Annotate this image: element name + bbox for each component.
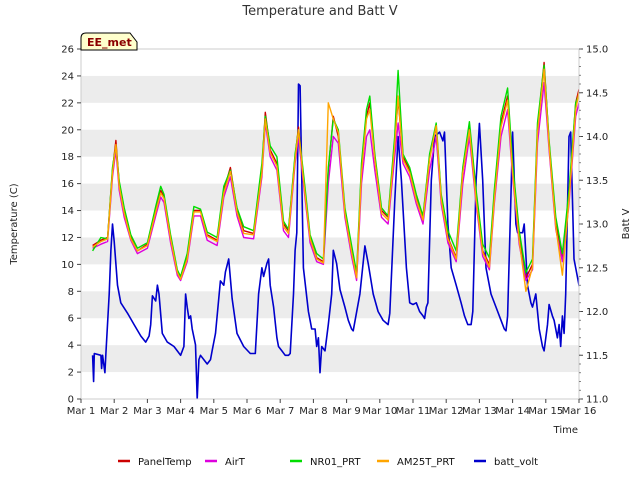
x-tick-label: Mar 6: [233, 406, 261, 417]
x-tick-label: Mar 7: [266, 406, 294, 417]
y-tick-label-left: 12: [61, 233, 74, 244]
x-axis-label: Time: [553, 425, 578, 436]
y-tick-label-right: 14.5: [586, 88, 608, 99]
x-axis: Mar 1 Mar 2 Mar 3 Mar 4 Mar 5 Mar 6 Mar 7 Mar 8…: [67, 399, 597, 417]
y-tick-label-left: 8: [68, 287, 74, 298]
y-tick-label-right: 15.0: [586, 45, 608, 56]
legend-label: AirT: [225, 457, 246, 468]
y-tick-label-left: 4: [68, 341, 74, 352]
x-tick-label: Mar 8: [299, 406, 327, 417]
y-tick-label-right: 14.0: [586, 132, 608, 143]
x-tick-label: Mar 1: [67, 406, 95, 417]
y-tick-label-left: 24: [61, 71, 74, 82]
grid-band: [81, 75, 579, 103]
x-tick-label: Mar 2: [100, 406, 128, 417]
y-tick-label-right: 11.5: [586, 351, 608, 362]
x-tick-label: Mar 16: [562, 406, 597, 417]
x-tick-label: Mar 5: [200, 406, 228, 417]
y-tick-label-left: 2: [68, 368, 74, 379]
station-tag-label: EE_met: [87, 36, 132, 49]
y-axis-label-left: Temperature (C): [9, 183, 20, 265]
series-line-am25t_prt: [92, 68, 579, 292]
x-tick-label: Mar 14: [495, 406, 530, 417]
x-tick-label: Mar 11: [396, 406, 431, 417]
y-tick-label-left: 20: [61, 125, 74, 136]
right-axis: 11.0 11.5 12.0 12.5 13.0 13.5 14.0 14.5 15.0: [579, 45, 608, 406]
legend-label: AM25T_PRT: [397, 457, 456, 468]
legend-label: PanelTemp: [138, 457, 192, 468]
y-tick-label-left: 26: [61, 45, 74, 56]
legend-label: NR01_PRT: [310, 457, 361, 468]
y-tick-label-right: 13.0: [586, 220, 608, 231]
x-tick-label: Mar 10: [362, 406, 397, 417]
x-tick-label: Mar 3: [133, 406, 161, 417]
chart-title: Temperature and Batt V: [241, 4, 397, 19]
x-tick-label: Mar 4: [166, 406, 194, 417]
series-line-batt_volt: [91, 83, 579, 399]
x-tick-label: Mar 15: [528, 406, 563, 417]
y-tick-label-right: 11.0: [586, 395, 608, 406]
grid-band: [81, 345, 579, 373]
x-tick-label: Mar 9: [332, 406, 360, 417]
station-tag: EE_met: [80, 32, 138, 51]
y-tick-label-left: 14: [61, 206, 74, 217]
y-tick-label-left: 16: [61, 179, 74, 190]
legend-label: batt_volt: [494, 457, 538, 468]
y-tick-label-left: 0: [68, 395, 74, 406]
x-tick-label: Mar 13: [462, 406, 497, 417]
legend: PanelTemp AirT NR01_PRT AM25T_PRT batt_volt: [118, 457, 538, 468]
y-tick-label-right: 12.5: [586, 263, 608, 274]
y-tick-label-left: 22: [61, 98, 74, 109]
series-layer: [91, 61, 579, 399]
station-tag-box: [80, 32, 138, 51]
y-tick-label-left: 18: [61, 152, 74, 163]
x-tick-label: Mar 12: [429, 406, 464, 417]
y-tick-label-right: 12.0: [586, 307, 608, 318]
grid-band: [81, 237, 579, 265]
y-tick-label-left: 6: [68, 314, 74, 325]
y-axis-label-right: Batt V: [621, 208, 632, 239]
y-tick-label-left: 10: [61, 260, 74, 271]
y-tick-label-right: 13.5: [586, 176, 608, 187]
